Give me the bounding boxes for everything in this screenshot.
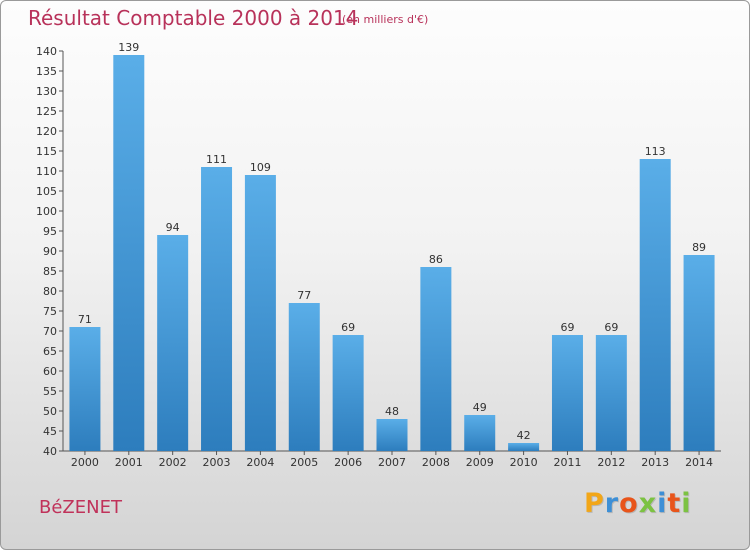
bar-2004 [244, 175, 276, 451]
bar-2002 [157, 235, 189, 451]
bar-2001 [113, 55, 145, 451]
bar-2011 [551, 335, 583, 451]
x-tick-label-2013: 2013 [641, 456, 669, 469]
y-tick-label: 135 [36, 65, 57, 78]
y-tick-label: 45 [43, 425, 57, 438]
data-label-2011: 69 [560, 321, 574, 334]
y-tick-label: 70 [43, 325, 57, 338]
bar-2014 [683, 255, 715, 451]
data-label-2002: 94 [166, 221, 180, 234]
x-tick-label-2000: 2000 [71, 456, 99, 469]
x-tick-label-2008: 2008 [422, 456, 450, 469]
data-label-2004: 109 [250, 161, 271, 174]
data-label-2009: 49 [473, 401, 487, 414]
logo-letter: o [619, 488, 639, 519]
x-tick-label-2006: 2006 [334, 456, 362, 469]
x-tick-label-2009: 2009 [466, 456, 494, 469]
y-tick-label: 125 [36, 105, 57, 118]
bar-2007 [376, 419, 408, 451]
bar-2006 [332, 335, 364, 451]
bar-2013 [639, 159, 671, 451]
logo-letter: i [681, 488, 692, 519]
x-tick-label-2014: 2014 [685, 456, 713, 469]
axis-layer: 40 45 50 55 60 65 70 75 80 85 90 95 100 105 110 115 120 1… [36, 45, 721, 469]
data-label-2007: 48 [385, 405, 399, 418]
x-tick-label-2012: 2012 [597, 456, 625, 469]
logo-letter: x [638, 488, 658, 519]
x-tick-label-2011: 2011 [553, 456, 581, 469]
data-label-2013: 113 [645, 145, 666, 158]
y-tick-label: 40 [43, 445, 57, 458]
y-tick-label: 75 [43, 305, 57, 318]
bar-2005 [288, 303, 320, 451]
data-label-2012: 69 [604, 321, 618, 334]
x-tick-label-2003: 2003 [203, 456, 231, 469]
y-tick-label: 120 [36, 125, 57, 138]
x-tick-label-2007: 2007 [378, 456, 406, 469]
y-tick-label: 60 [43, 365, 57, 378]
data-label-2006: 69 [341, 321, 355, 334]
y-tick-label: 105 [36, 185, 57, 198]
data-label-2005: 77 [297, 289, 311, 302]
y-tick-label: 140 [36, 45, 57, 58]
bar-2003 [201, 167, 233, 451]
proxiti-logo: Proxiti [584, 488, 692, 519]
y-tick-label: 130 [36, 85, 57, 98]
y-tick-label: 65 [43, 345, 57, 358]
bar-2010 [508, 443, 540, 451]
y-tick-label: 50 [43, 405, 57, 418]
y-tick-label: 95 [43, 225, 57, 238]
chart-title: Résultat Comptable 2000 à 2014 [28, 6, 359, 30]
data-label-2001: 139 [118, 41, 139, 54]
x-tick-label-2002: 2002 [159, 456, 187, 469]
bar-layer: 71 139 94 111 109 77 69 48 86 49 42 69 69 113 89 [69, 41, 715, 451]
y-tick-label: 85 [43, 265, 57, 278]
data-label-2008: 86 [429, 253, 443, 266]
data-label-2000: 71 [78, 313, 92, 326]
y-tick-label: 115 [36, 145, 57, 158]
bar-2008 [420, 267, 452, 451]
data-label-2014: 89 [692, 241, 706, 254]
logo-letter: r [604, 488, 620, 519]
y-tick-label: 80 [43, 285, 57, 298]
y-tick-label: 100 [36, 205, 57, 218]
x-tick-label-2001: 2001 [115, 456, 143, 469]
data-label-2010: 42 [517, 429, 531, 442]
data-label-2003: 111 [206, 153, 227, 166]
y-tick-label: 90 [43, 245, 57, 258]
x-tick-label-2005: 2005 [290, 456, 318, 469]
chart-subtitle: (en milliers d'€) [342, 13, 429, 26]
y-tick-label: 55 [43, 385, 57, 398]
logo-letter: i [657, 488, 668, 519]
logo-letter: t [667, 488, 682, 519]
bar-2000 [69, 327, 101, 451]
logo-letter: P [584, 488, 605, 519]
commune-name: BéZENET [39, 497, 122, 518]
x-tick-label-2004: 2004 [246, 456, 274, 469]
y-tick-label: 110 [36, 165, 57, 178]
x-tick-label-2010: 2010 [510, 456, 538, 469]
bar-2012 [595, 335, 627, 451]
bar-2009 [464, 415, 496, 451]
